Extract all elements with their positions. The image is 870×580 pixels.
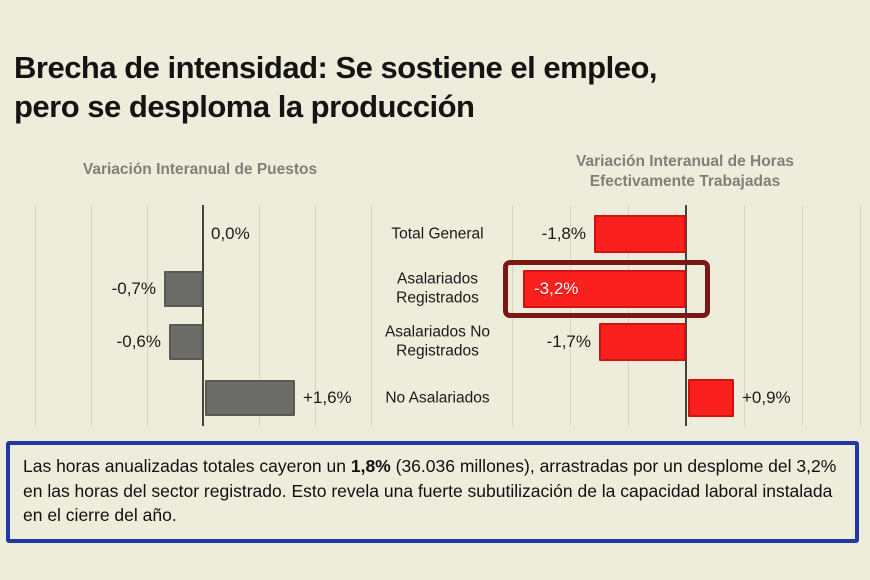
page-title-line2: pero se desploma la producción (14, 89, 475, 125)
gridline (744, 205, 745, 426)
right-chart-bar (688, 379, 734, 417)
right-chart-bar (594, 215, 686, 253)
gridline (371, 205, 372, 426)
gridline (259, 205, 260, 426)
zero-axis-line (202, 205, 204, 426)
left-chart-bar (205, 380, 295, 416)
gridline (35, 205, 36, 426)
bar-value-label: -1,7% (546, 332, 591, 351)
right-chart-title: Variación Interanual de Horas Efectivame… (576, 153, 794, 191)
right-chart-bar (599, 323, 686, 361)
bar-value-label: -1,8% (541, 224, 586, 243)
gridline (147, 205, 148, 426)
bar-value-label: +0,9% (742, 388, 791, 407)
gridline (860, 205, 861, 426)
right-chart-bar (523, 270, 686, 308)
page-title-line1: Brecha de intensidad: Se sostiene el emp… (14, 50, 658, 85)
bar-value-label-inside: -3,2% (534, 279, 579, 298)
gridline (91, 205, 92, 426)
left-chart-title: Variación Interanual de Puestos (82, 161, 318, 178)
summary-note: Las horas anualizadas totales cayeron un… (6, 441, 859, 543)
bar-value-label: 0,0% (211, 224, 250, 243)
bar-value-label: -0,6% (116, 332, 161, 351)
summary-note-text-rest: (36.036 millones), arrastradas por un de… (23, 456, 837, 525)
bar-value-label: -0,7% (111, 279, 156, 298)
category-label: Total General (391, 225, 484, 243)
highlight-border (503, 260, 710, 318)
left-chart-bar (169, 324, 203, 360)
bar-value-label: +1,6% (303, 388, 352, 407)
category-label: Asalariados Registrados (396, 270, 479, 307)
left-chart-bar (164, 271, 203, 307)
summary-note-text: Las horas anualizadas totales cayeron un (23, 456, 351, 476)
gridline (802, 205, 803, 426)
category-label: No Asalariados (385, 389, 490, 407)
page-title: Brecha de intensidad: Se sostiene el emp… (14, 48, 854, 126)
gridline (315, 205, 316, 426)
summary-note-bold-value: 1,8% (350, 456, 391, 476)
category-label: Asalariados No Registrados (384, 323, 491, 360)
